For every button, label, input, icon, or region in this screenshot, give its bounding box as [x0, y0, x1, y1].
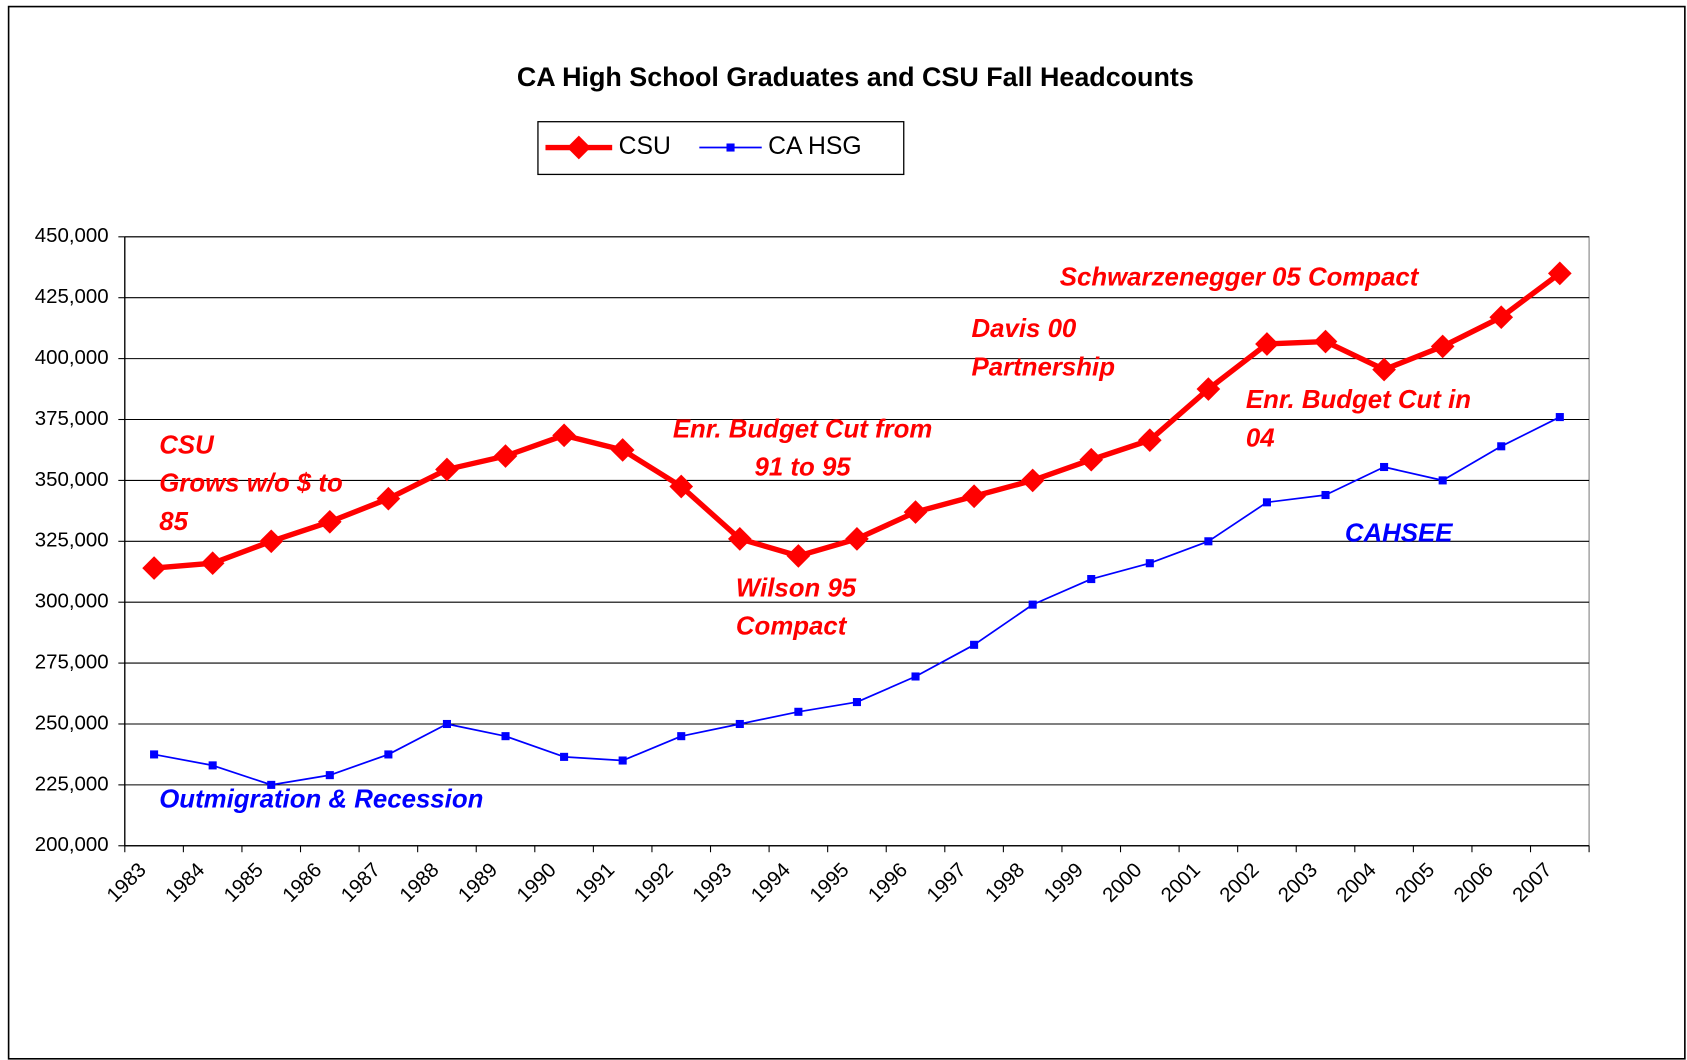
annotation: CSU: [159, 431, 215, 459]
data-point: [610, 438, 635, 462]
y-tick-label: 325,000: [35, 529, 109, 552]
data-point: [1372, 357, 1396, 382]
data-point: [1547, 261, 1572, 286]
annotation: Partnership: [972, 353, 1115, 381]
annotation: Grows w/o $ to: [159, 470, 343, 498]
legend-label: CSU: [619, 133, 671, 160]
data-point: [794, 707, 803, 716]
legend-label: CA HSG: [768, 133, 861, 160]
data-point: [962, 484, 986, 509]
data-point: [1321, 490, 1330, 500]
data-point: [911, 672, 920, 681]
data-point: [376, 486, 401, 511]
data-point: [435, 457, 459, 482]
data-point: [845, 527, 869, 551]
data-point: [501, 732, 510, 741]
data-point: [1262, 498, 1271, 507]
annotation: Enr. Budget Cut from: [673, 415, 933, 443]
data-point: [200, 551, 225, 576]
y-tick-label: 425,000: [35, 285, 109, 308]
data-point: [1255, 332, 1279, 356]
data-point: [970, 640, 979, 649]
annotation: 85: [159, 508, 188, 536]
data-point: [560, 752, 569, 761]
data-point: [1087, 575, 1096, 584]
data-point: [552, 423, 576, 448]
annotation: Davis 00: [972, 315, 1077, 343]
data-point: [1145, 559, 1154, 568]
annotation: Compact: [736, 613, 848, 641]
data-point: [493, 444, 518, 468]
data-point: [1380, 462, 1389, 472]
data-point: [618, 756, 627, 765]
annotation: CAHSEE: [1345, 520, 1453, 548]
y-tick-label: 300,000: [35, 590, 109, 613]
data-point: [1555, 413, 1564, 422]
data-point: [1020, 468, 1045, 493]
data-point: [267, 780, 276, 789]
y-tick-label: 250,000: [35, 711, 109, 734]
data-point: [325, 771, 334, 780]
annotation: Schwarzenegger 05 Compact: [1060, 264, 1420, 292]
y-tick-label: 200,000: [35, 833, 109, 856]
data-point: [259, 529, 284, 554]
data-point: [1196, 377, 1221, 401]
data-point: [442, 719, 451, 729]
annotation: 04: [1246, 424, 1275, 452]
data-point: [735, 719, 744, 729]
legend-marker: [566, 135, 591, 160]
data-point: [677, 732, 686, 741]
y-tick-label: 225,000: [35, 772, 109, 795]
legend-marker: [726, 143, 735, 152]
data-point: [1497, 442, 1506, 451]
annotation: Enr. Budget Cut in: [1246, 386, 1471, 414]
annotation: Outmigration & Recession: [159, 785, 483, 813]
data-point: [317, 509, 342, 534]
data-point: [384, 750, 393, 759]
chart-title: CA High School Graduates and CSU Fall He…: [517, 62, 1194, 92]
y-tick-label: 275,000: [35, 650, 109, 673]
annotation: Wilson 95: [736, 575, 857, 603]
data-point: [903, 500, 928, 524]
y-tick-label: 375,000: [35, 407, 109, 430]
y-tick-label: 350,000: [35, 468, 109, 491]
data-point: [1438, 476, 1447, 485]
data-point: [1313, 329, 1338, 354]
data-point: [1028, 600, 1037, 609]
data-point: [150, 750, 159, 759]
data-point: [852, 698, 861, 707]
data-point: [1204, 537, 1213, 546]
data-point: [208, 761, 217, 770]
data-point: [669, 474, 694, 499]
y-tick-label: 450,000: [35, 224, 109, 247]
y-tick-label: 400,000: [35, 346, 109, 369]
annotation: 91 to 95: [755, 454, 852, 482]
data-point: [727, 527, 752, 551]
data-point: [142, 556, 166, 580]
